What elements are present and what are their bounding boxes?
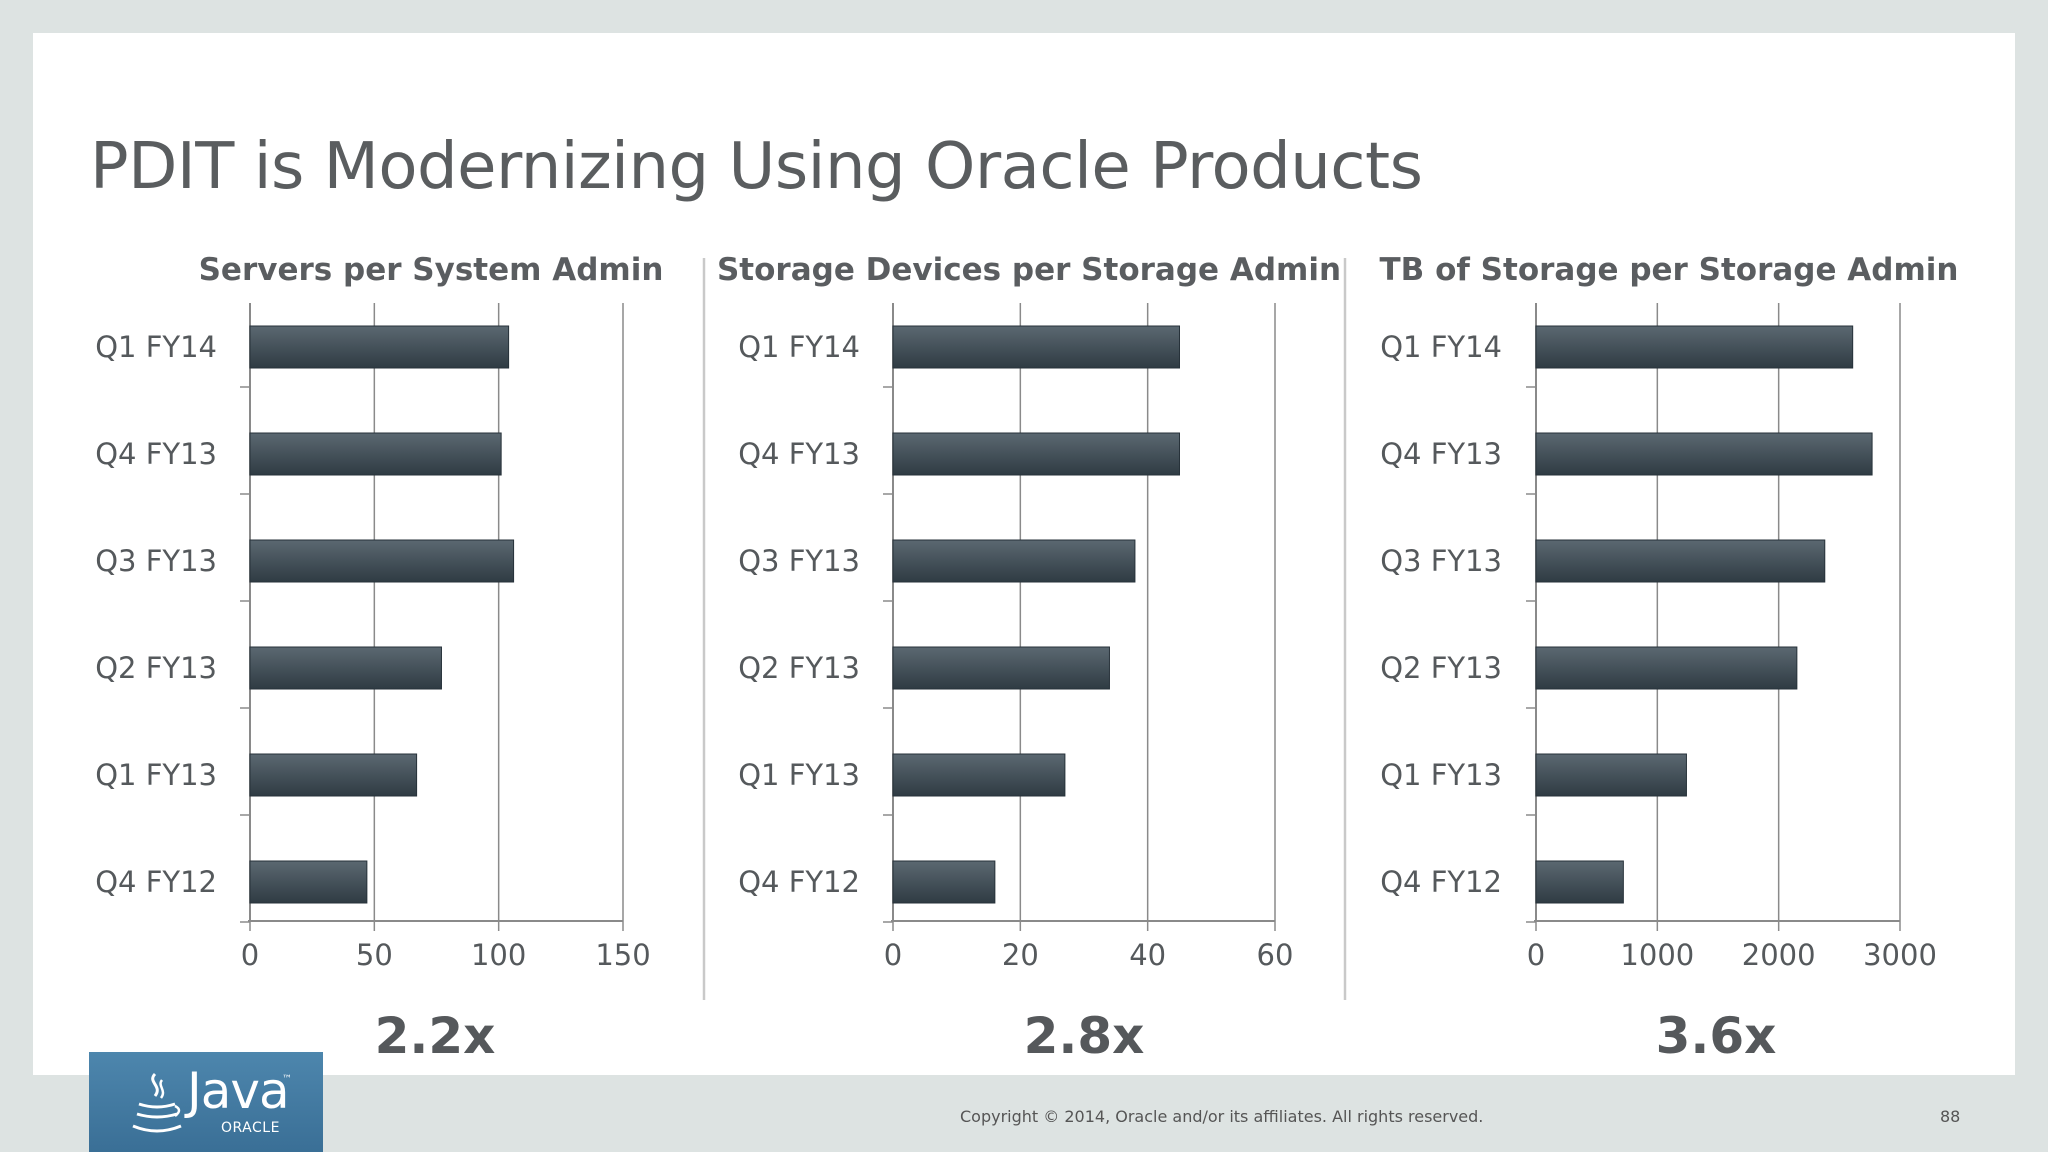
x-tick-label: 0	[884, 938, 902, 972]
x-tick-label: 50	[356, 938, 393, 972]
bar	[1535, 753, 1687, 797]
bar	[892, 432, 1180, 476]
bar	[249, 860, 368, 904]
chart-title: Storage Devices per Storage Admin	[717, 252, 1341, 288]
category-label: Q1 FY14	[1380, 330, 1502, 364]
bar	[1535, 539, 1826, 583]
logo-java-text: Java	[187, 1062, 290, 1120]
category-label: Q3 FY13	[738, 544, 860, 578]
bar	[249, 753, 418, 797]
category-label: Q2 FY13	[1380, 651, 1502, 685]
java-cup-icon	[132, 1072, 182, 1133]
bar	[1535, 432, 1873, 476]
category-label: Q1 FY13	[1380, 758, 1502, 792]
bar	[892, 646, 1110, 690]
category-label: Q4 FY13	[738, 437, 860, 471]
category-label: Q2 FY13	[738, 651, 860, 685]
category-label: Q2 FY13	[95, 651, 217, 685]
category-label: Q4 FY12	[95, 865, 217, 899]
growth-multiplier: 2.2x	[375, 1007, 496, 1065]
logo-trademark: ™	[282, 1074, 292, 1085]
category-label: Q1 FY14	[738, 330, 860, 364]
chart-title: TB of Storage per Storage Admin	[1380, 252, 1959, 288]
x-tick-label: 0	[1527, 938, 1545, 972]
x-tick-label: 3000	[1863, 938, 1937, 972]
page-number: 88	[1940, 1107, 1961, 1126]
x-tick-label: 2000	[1742, 938, 1816, 972]
java-oracle-logo: Java ™ ORACLE	[89, 1052, 323, 1152]
bar	[249, 325, 510, 369]
x-tick-label: 60	[1257, 938, 1294, 972]
bar	[249, 539, 515, 583]
bar	[892, 325, 1180, 369]
x-tick-label: 1000	[1620, 938, 1694, 972]
category-label: Q4 FY12	[1380, 865, 1502, 899]
bar	[1535, 646, 1798, 690]
logo-oracle-text: ORACLE	[221, 1120, 280, 1136]
bar	[249, 646, 442, 690]
chart-title: Servers per System Admin	[199, 252, 664, 288]
bar	[249, 432, 502, 476]
x-tick-label: 150	[595, 938, 650, 972]
category-label: Q4 FY13	[1380, 437, 1502, 471]
growth-multiplier: 3.6x	[1656, 1007, 1777, 1065]
category-label: Q3 FY13	[1380, 544, 1502, 578]
x-tick-label: 0	[241, 938, 259, 972]
category-label: Q1 FY13	[95, 758, 217, 792]
copyright-notice: Copyright © 2014, Oracle and/or its affi…	[960, 1107, 1484, 1126]
category-label: Q1 FY13	[738, 758, 860, 792]
x-tick-label: 100	[471, 938, 526, 972]
growth-multiplier: 2.8x	[1024, 1007, 1145, 1065]
category-label: Q4 FY13	[95, 437, 217, 471]
bar	[892, 539, 1136, 583]
x-tick-label: 40	[1129, 938, 1166, 972]
bar	[892, 860, 996, 904]
bar	[892, 753, 1066, 797]
category-label: Q3 FY13	[95, 544, 217, 578]
bar	[1535, 860, 1624, 904]
slide-title: PDIT is Modernizing Using Oracle Product…	[90, 130, 1423, 204]
bar	[1535, 325, 1854, 369]
category-label: Q4 FY12	[738, 865, 860, 899]
category-label: Q1 FY14	[95, 330, 217, 364]
x-tick-label: 20	[1002, 938, 1039, 972]
